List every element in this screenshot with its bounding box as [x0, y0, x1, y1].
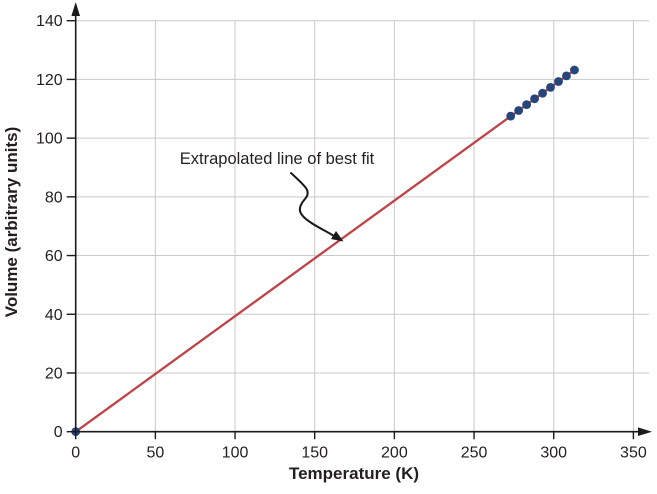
x-axis-label: Temperature (K)	[289, 464, 419, 483]
data-point	[522, 100, 532, 110]
axes	[71, 2, 652, 436]
data-point	[506, 111, 516, 121]
x-tick-label: 350	[620, 445, 647, 462]
tick-labels: 0 50 100 150 200 250 300 350 0 20 40 60 80 100 120 140	[36, 13, 647, 462]
y-tick-label: 120	[36, 72, 63, 89]
data-series	[71, 65, 579, 437]
y-axis-label: Volume (arbitrary units)	[2, 127, 21, 318]
x-tick-label: 150	[301, 445, 328, 462]
y-tick-label: 40	[45, 307, 63, 324]
data-point	[530, 94, 540, 104]
y-tick-label: 80	[45, 189, 63, 206]
y-tick-label: 140	[36, 13, 63, 30]
data-point	[562, 71, 571, 81]
y-tick-label: 60	[45, 248, 63, 265]
y-axis-arrow-icon	[71, 2, 80, 16]
extrapolated-best-fit-line	[75, 69, 576, 433]
x-tick-label: 0	[71, 445, 80, 462]
y-tick-label: 20	[45, 365, 63, 382]
data-point	[538, 88, 547, 98]
data-point	[514, 106, 524, 115]
annotation-arrowhead-icon	[331, 231, 344, 242]
x-tick-label: 250	[461, 445, 488, 462]
annotation: Extrapolated line of best fit	[180, 150, 375, 242]
annotation-text: Extrapolated line of best fit	[180, 150, 375, 168]
data-point	[546, 82, 555, 92]
annotation-arrow-curve	[290, 172, 335, 237]
data-point	[554, 77, 563, 86]
x-axis-arrow-icon	[638, 427, 652, 436]
x-tick-label: 200	[381, 445, 408, 462]
x-tick-label: 50	[146, 445, 164, 462]
y-tick-label: 100	[36, 131, 63, 148]
y-tick-label: 0	[54, 424, 63, 441]
data-point	[570, 65, 579, 75]
x-tick-label: 100	[222, 445, 249, 462]
x-tick-label: 300	[540, 445, 567, 462]
